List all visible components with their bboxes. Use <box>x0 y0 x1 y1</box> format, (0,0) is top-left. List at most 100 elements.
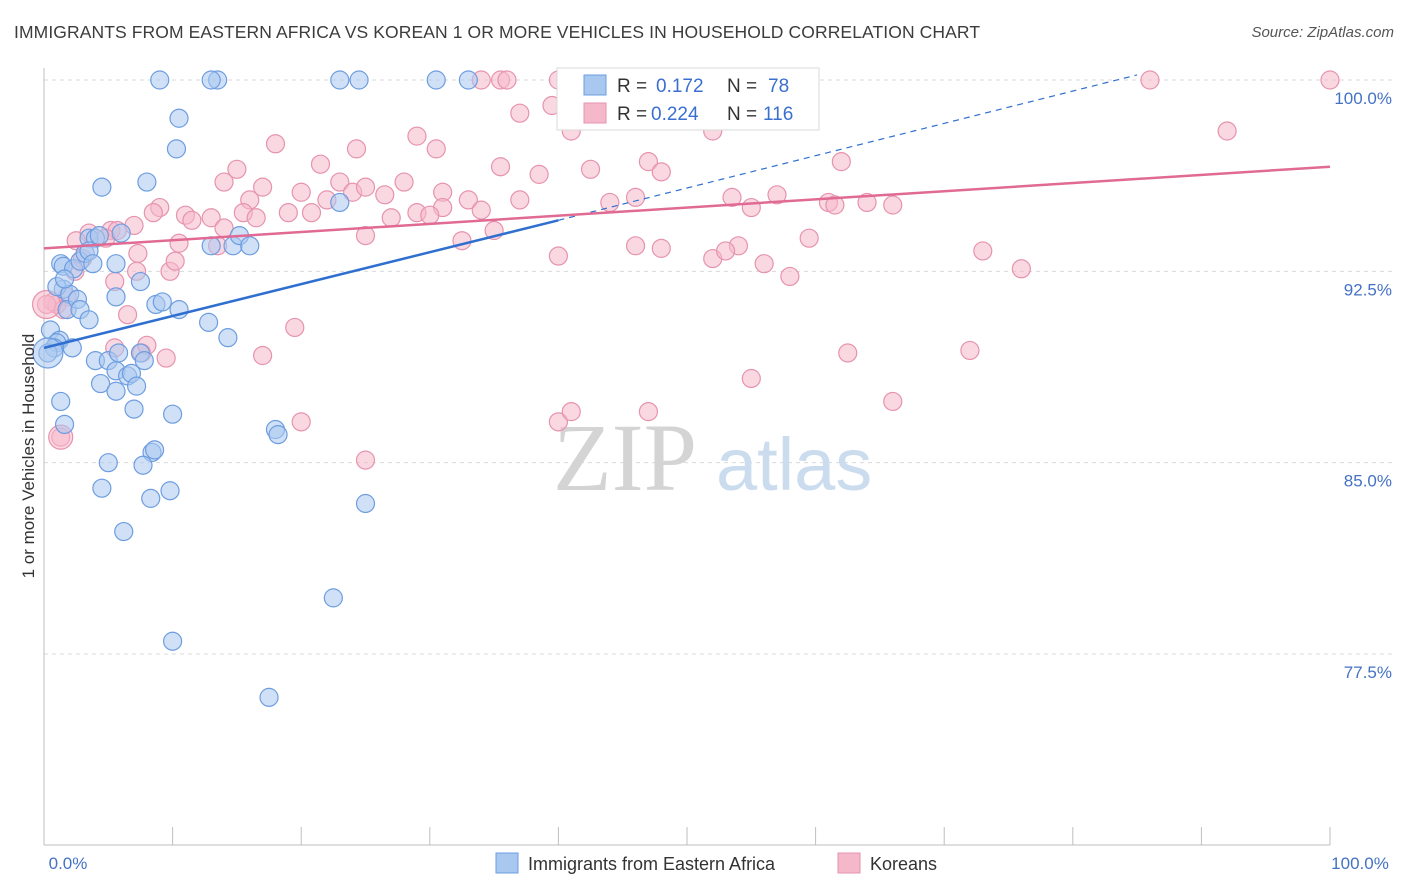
y-axis-label: 1 or more Vehicles in Household <box>19 334 38 579</box>
point-pink-81 <box>780 266 800 287</box>
point-pink-94 <box>117 305 138 325</box>
point-pink-58 <box>471 200 491 220</box>
point-blue-41 <box>218 328 238 348</box>
point-blue-77 <box>54 269 75 289</box>
point-pink-101 <box>960 340 980 361</box>
point-pink-21 <box>580 159 601 179</box>
point-pink-6 <box>510 103 530 123</box>
point-pink-107 <box>561 402 581 422</box>
point-blue-67 <box>133 455 153 475</box>
point-blue-10 <box>137 172 157 192</box>
point-pink-39 <box>767 185 787 205</box>
trend-lines <box>43 74 1331 350</box>
point-pink-59 <box>420 205 440 225</box>
y-tick-labels: 77.5% 85.0% 92.5% 100.0% <box>1334 89 1392 682</box>
point-pink-100 <box>838 343 858 363</box>
point-pink-31 <box>355 177 376 197</box>
point-pink-43 <box>883 195 903 215</box>
point-blue-9 <box>92 177 112 197</box>
point-pink-23 <box>651 162 671 182</box>
point-pink-79 <box>715 241 736 261</box>
point-pink-33 <box>394 172 414 192</box>
point-blue-60 <box>54 414 75 434</box>
point-blue-11 <box>330 192 350 213</box>
point-pink-82 <box>973 241 993 261</box>
gridlines <box>44 79 1392 655</box>
point-blue-56 <box>126 376 147 396</box>
point-blue-23 <box>106 254 126 274</box>
point-pink-14 <box>310 154 331 174</box>
trend-extension-blue <box>558 74 1138 221</box>
chart-source: Source: ZipAtlas.com <box>1251 24 1394 41</box>
stats-swatch-pink <box>583 102 607 124</box>
stats-n-value-1: 78 <box>768 76 789 97</box>
point-blue-21 <box>111 223 131 243</box>
point-blue-24 <box>130 271 151 292</box>
point-blue-59 <box>51 391 71 412</box>
legend-label-eastern-africa: Immigrants from Eastern Africa <box>528 854 776 874</box>
point-pink-41 <box>825 195 845 215</box>
point-pink-5 <box>1320 70 1340 90</box>
point-pink-83 <box>1011 259 1031 279</box>
point-pink-19 <box>490 157 511 177</box>
point-blue-36 <box>106 287 126 307</box>
point-blue-63 <box>268 425 288 445</box>
point-pink-105 <box>355 450 376 470</box>
stats-r-value-2: 0.224 <box>651 104 699 125</box>
point-pink-67 <box>169 233 189 253</box>
point-pink-54 <box>381 208 401 228</box>
stats-r-value-1: 0.172 <box>656 76 704 97</box>
x-tick-marks <box>43 827 1331 845</box>
point-blue-57 <box>106 381 126 401</box>
point-blue-58 <box>124 399 144 419</box>
point-pink-22 <box>638 152 659 172</box>
point-blue-7 <box>169 108 189 128</box>
point-pink-109 <box>883 391 903 412</box>
point-pink-38 <box>722 187 742 207</box>
point-blue-25 <box>201 236 221 256</box>
point-pink-108 <box>638 402 659 422</box>
legend-swatch-koreans <box>837 852 861 874</box>
point-pink-53 <box>301 203 322 223</box>
point-blue-46 <box>62 338 82 358</box>
stats-n-label-1: N = <box>727 76 757 97</box>
watermark-zip: ZIP <box>553 404 697 511</box>
point-pink-25 <box>214 172 234 192</box>
point-pink-37 <box>625 187 646 207</box>
point-blue-74 <box>163 631 183 651</box>
point-pink-106 <box>548 412 569 432</box>
y-tick-label-2: 92.5% <box>1344 280 1392 299</box>
point-blue-65 <box>144 440 165 460</box>
point-pink-18 <box>426 139 446 159</box>
point-pink-52 <box>278 203 298 223</box>
point-pink-88 <box>165 251 185 271</box>
x-tick-label-min: 0.0% <box>49 854 88 873</box>
point-pink-96 <box>253 345 273 366</box>
chart-title: IMMIGRANTS FROM EASTERN AFRICA VS KOREAN… <box>14 22 981 42</box>
point-blue-40 <box>199 312 219 332</box>
point-blue-5 <box>426 70 446 90</box>
point-blue-68 <box>92 478 112 498</box>
point-pink-13 <box>265 134 286 154</box>
stats-swatch-blue <box>583 74 607 96</box>
point-pink-28 <box>291 182 311 202</box>
trend-line-pink <box>43 165 1331 250</box>
point-blue-55 <box>90 373 111 394</box>
point-blue-71 <box>355 493 376 514</box>
point-pink-4 <box>1140 70 1160 90</box>
point-blue-0 <box>150 70 170 90</box>
point-blue-22 <box>83 254 103 274</box>
point-blue-51 <box>134 351 154 371</box>
legend: Immigrants from Eastern Africa Koreans <box>495 852 937 874</box>
point-blue-20 <box>89 226 109 246</box>
point-pink-11 <box>1217 121 1237 141</box>
point-pink-70 <box>355 226 376 246</box>
point-pink-32 <box>375 185 395 205</box>
point-blue-70 <box>141 488 161 508</box>
legend-swatch-eastern-africa <box>495 852 519 874</box>
legend-label-koreans: Koreans <box>870 854 937 874</box>
point-blue-38 <box>152 292 172 312</box>
point-pink-16 <box>346 139 367 159</box>
point-blue-3 <box>330 70 350 90</box>
point-pink-2 <box>497 70 517 90</box>
